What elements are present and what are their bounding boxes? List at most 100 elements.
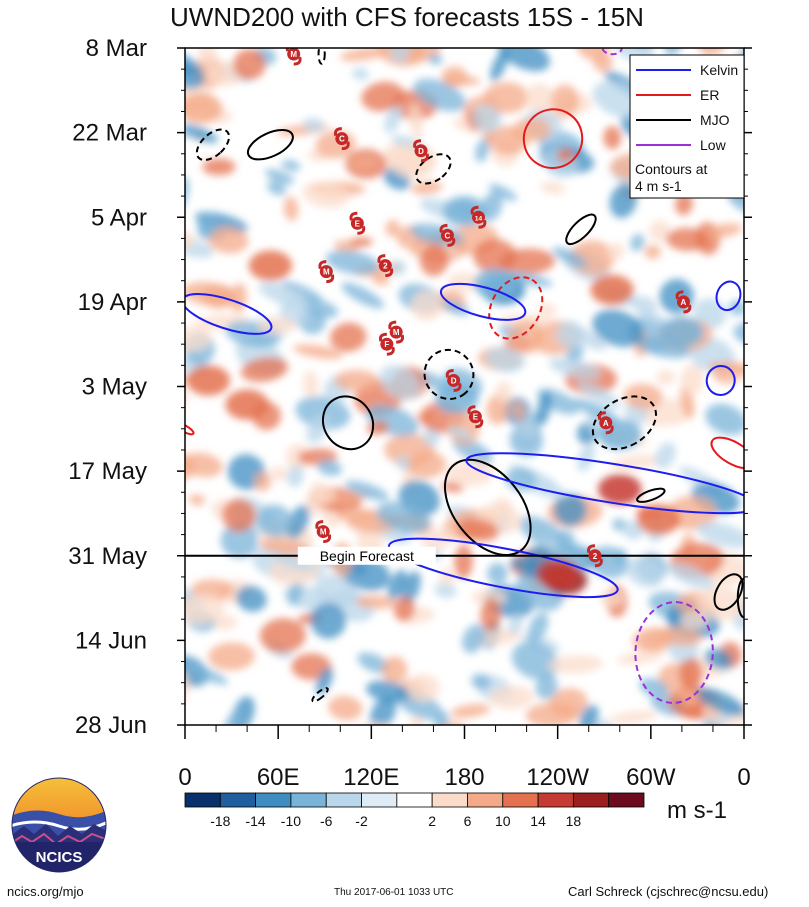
field-patch (644, 244, 661, 260)
storm-arm (467, 405, 484, 429)
field-patch (310, 602, 347, 639)
kelvin-contour (715, 280, 742, 312)
field-patch (287, 580, 303, 606)
field-patch (679, 610, 709, 630)
field-patch (556, 148, 575, 162)
storm-label: M (393, 328, 400, 337)
field-core (248, 250, 293, 281)
field-patch (185, 594, 225, 625)
storm-label: D (451, 376, 457, 385)
field-patch (471, 104, 502, 133)
field-patch (185, 231, 195, 252)
field-patch (630, 295, 658, 315)
field-patch (411, 180, 443, 195)
colorbar-box (255, 792, 292, 808)
field-patch (370, 696, 397, 725)
field-core (636, 504, 681, 535)
field-patch (696, 687, 744, 716)
field-patch (283, 196, 299, 222)
field-patch (708, 361, 744, 375)
field-patch (393, 596, 415, 621)
field-patch (483, 82, 529, 114)
storm-label: D (418, 147, 424, 156)
field-patch (185, 326, 212, 352)
field-patch (450, 703, 490, 718)
field-patch (286, 505, 310, 539)
wave-contours (185, 48, 744, 704)
field-patch (599, 589, 624, 607)
field-patch (630, 234, 645, 252)
colorbar-units: m s-1 (667, 797, 727, 824)
storm-marker: F (378, 332, 395, 356)
storm-arm (377, 254, 394, 278)
y-tick-label: 19 Apr (78, 289, 147, 316)
field-patch (733, 322, 744, 344)
colorbar-tick-label: 6 (464, 813, 472, 829)
y-tick-label: 14 Jun (75, 627, 147, 654)
colorbar-box (290, 792, 327, 808)
field-patch (548, 655, 603, 674)
colorbar-box (431, 792, 468, 808)
y-tick-label: 28 Jun (75, 712, 147, 739)
storm-marker: 2 (587, 544, 603, 568)
field-patch (612, 518, 627, 532)
kelvin-contour (465, 452, 744, 515)
field-patch (521, 423, 537, 440)
field-patch (208, 642, 255, 671)
mjo-contour (423, 348, 475, 400)
field-patch (498, 48, 550, 72)
storm-icon (414, 144, 428, 158)
field-patch (488, 183, 518, 201)
field-patch (334, 369, 380, 392)
field-patch (680, 364, 704, 396)
storm-arm (445, 368, 462, 392)
field-patch (259, 618, 306, 653)
y-tick-label: 3 May (82, 374, 147, 401)
field-patch (355, 595, 396, 610)
storm-arm (597, 411, 614, 435)
field-patch (344, 480, 389, 501)
field-patch (656, 370, 676, 385)
field-patch (511, 118, 552, 142)
storm-icon (378, 259, 392, 273)
field-patch (540, 181, 566, 195)
field-patch (357, 652, 390, 674)
field-patch (448, 425, 472, 441)
field-patch (553, 493, 587, 526)
legend-label: Kelvin (700, 62, 738, 78)
er-contour (522, 108, 584, 170)
storm-label: E (473, 413, 479, 422)
field-patch (366, 680, 409, 703)
field-patch (311, 485, 336, 505)
field-patch (264, 168, 295, 185)
field-patch (295, 396, 351, 430)
field-patch (389, 259, 406, 276)
colorbar-tick-label: -10 (281, 813, 301, 829)
field-patch (489, 685, 534, 710)
field-core (473, 268, 518, 299)
colorbar-tick-label: 10 (495, 813, 511, 829)
field-patch (525, 702, 579, 725)
storm-marker: M (285, 48, 302, 66)
field-patch (577, 381, 622, 409)
field-patch (267, 181, 287, 196)
field-patch (371, 273, 390, 286)
field-patch (410, 290, 443, 321)
forecast-marker: Begin Forecast (185, 546, 744, 565)
legend: Kelvin ER MJO Low Contours at4 m s-1 (629, 54, 745, 199)
field-patch (664, 48, 683, 56)
storm-icon (599, 416, 613, 430)
field-patch (188, 494, 206, 506)
field-patch (361, 81, 405, 112)
field-patch (254, 471, 272, 492)
field-patch (616, 650, 663, 665)
field-patch (592, 309, 644, 347)
field-core (186, 365, 231, 396)
mjo-contour (311, 687, 329, 703)
field-patch (408, 451, 447, 479)
field-patch (256, 316, 297, 335)
field-patch (409, 103, 423, 140)
field-patch (548, 357, 601, 379)
x-tick-label: 180 (444, 764, 484, 791)
field-patch (603, 126, 622, 150)
